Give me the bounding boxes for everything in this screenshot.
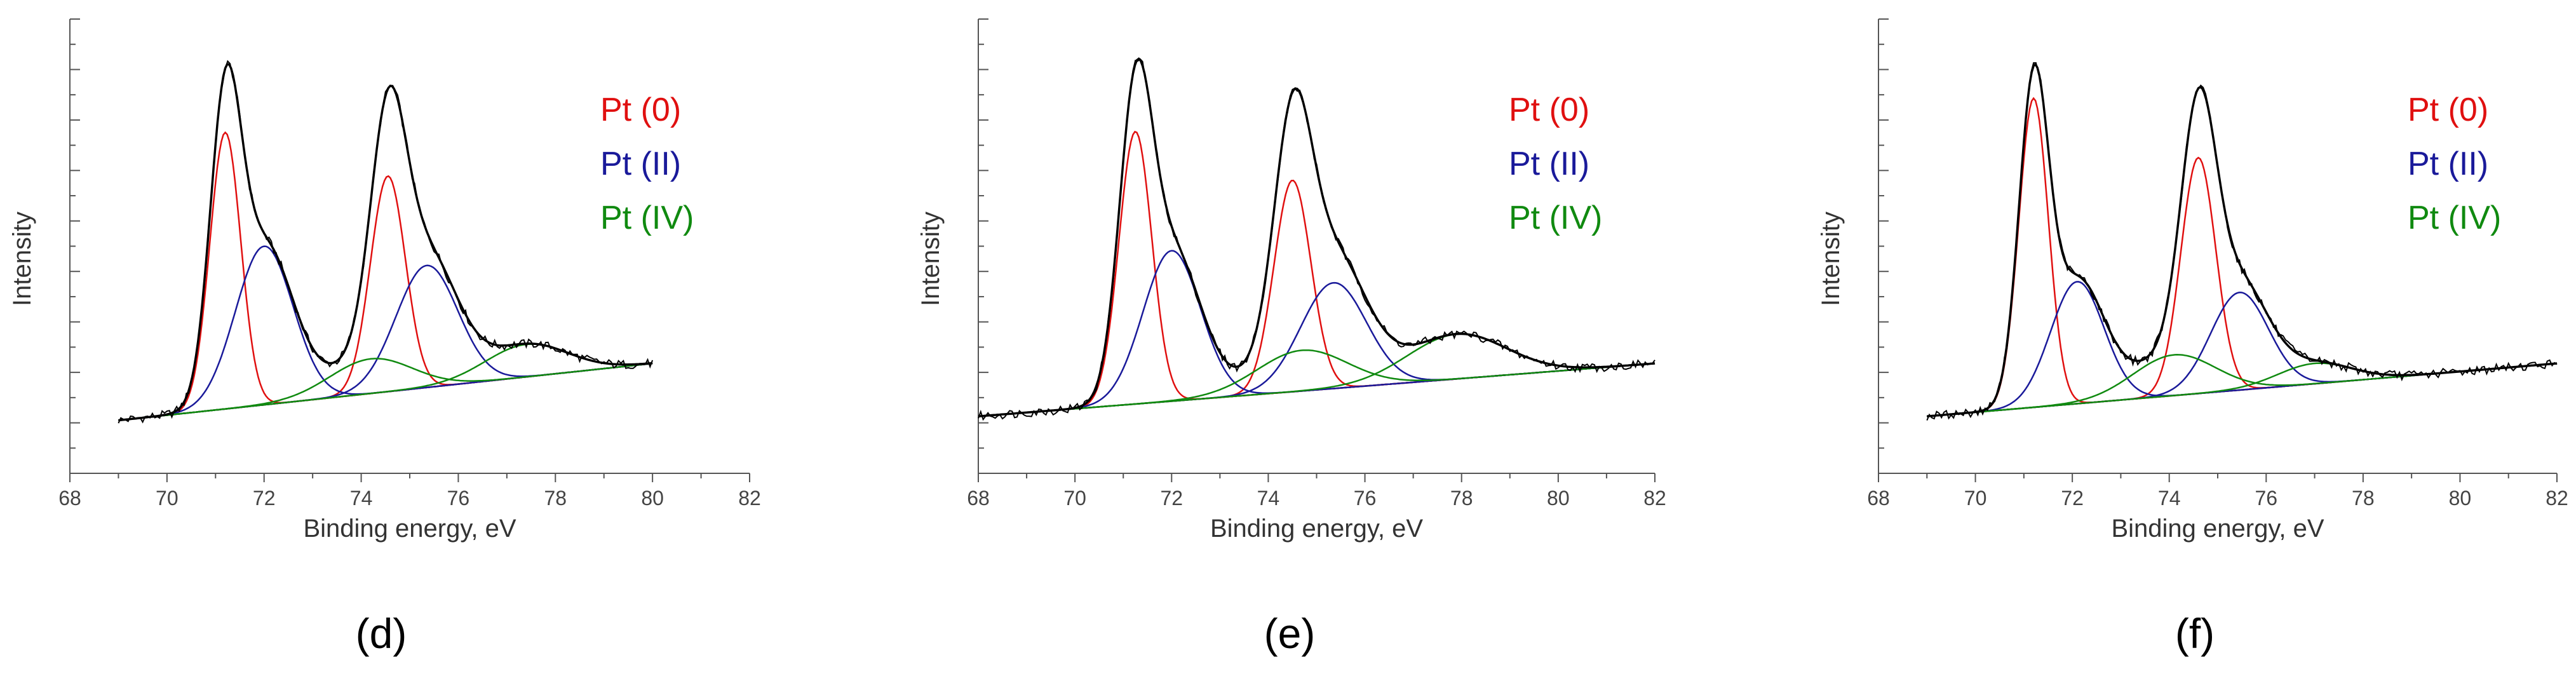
x-tick-label: 68 — [58, 487, 81, 510]
x-tick-label: 76 — [1354, 487, 1377, 510]
x-axis-title: Binding energy, eV — [2111, 515, 2324, 543]
pt2-peak-2 — [1927, 292, 2558, 417]
x-tick-label: 74 — [350, 487, 373, 510]
pt2-peak-1 — [978, 250, 1656, 417]
y-axis-title: Intensity — [8, 212, 36, 306]
x-tick-label: 72 — [2061, 487, 2084, 510]
x-tick-label: 70 — [156, 487, 179, 510]
legend-entry-pt4: Pt (IV) — [1509, 199, 1602, 236]
x-tick-label: 72 — [253, 487, 276, 510]
x-tick-label: 68 — [1867, 487, 1890, 510]
pt4-peak-2 — [978, 333, 1656, 417]
x-tick-label: 80 — [1547, 487, 1570, 510]
x-tick-label: 76 — [447, 487, 470, 510]
x-tick-label: 82 — [1643, 487, 1666, 510]
x-tick-label: 76 — [2255, 487, 2277, 510]
pt0-peak-2 — [118, 175, 653, 421]
experimental-spectrum — [118, 60, 654, 424]
legend-entry-pt0: Pt (0) — [1509, 91, 1589, 128]
x-tick-label: 72 — [1160, 487, 1183, 510]
x-tick-label: 78 — [2352, 487, 2375, 510]
panel-label: (f) — [2175, 610, 2215, 657]
legend-entry-pt2: Pt (II) — [2408, 145, 2488, 182]
pt2-peak-1 — [1927, 281, 2558, 417]
x-tick-label: 82 — [738, 487, 761, 510]
experimental-spectrum — [1926, 62, 2558, 421]
panel-label: (e) — [1264, 610, 1316, 657]
x-tick-label: 70 — [1063, 487, 1086, 510]
panel-d: 68 70 72 74 76 78 80 82 Binding energy, eV Intens… — [8, 18, 761, 657]
legend-entry-pt4: Pt (IV) — [2408, 199, 2501, 236]
x-tick-label: 80 — [641, 487, 664, 510]
x-tick-label: 70 — [1964, 487, 1987, 510]
fit-envelope — [118, 63, 653, 422]
x-axis-title: Binding energy, eV — [1210, 515, 1423, 543]
pt0-peak-1 — [118, 131, 653, 421]
x-tick-label: 78 — [1450, 487, 1473, 510]
x-tick-label: 68 — [967, 487, 990, 510]
x-tick-label: 82 — [2546, 487, 2568, 510]
legend-entry-pt0: Pt (0) — [600, 91, 681, 128]
panel-label: (d) — [356, 610, 407, 657]
legend-entry-pt2: Pt (II) — [1509, 145, 1589, 182]
y-axis-title: Intensity — [1817, 212, 1845, 306]
panel-e: 68 70 72 74 76 78 80 82 Binding energy, eV Intens… — [917, 18, 1666, 657]
experimental-spectrum — [978, 58, 1656, 421]
x-tick-label: 74 — [2158, 487, 2181, 510]
x-tick-label: 74 — [1257, 487, 1280, 510]
panel-f: 68 70 72 74 76 78 80 82 Binding energy, eV Intens… — [1817, 18, 2568, 657]
x-tick-label: 78 — [544, 487, 567, 510]
legend-entry-pt4: Pt (IV) — [600, 199, 694, 236]
legend-entry-pt2: Pt (II) — [600, 145, 681, 182]
x-tick-label: 80 — [2449, 487, 2472, 510]
pt4-peak-1 — [1927, 354, 2558, 417]
y-axis-title: Intensity — [917, 212, 945, 306]
legend-entry-pt0: Pt (0) — [2408, 91, 2488, 128]
x-axis-title: Binding energy, eV — [303, 515, 516, 543]
